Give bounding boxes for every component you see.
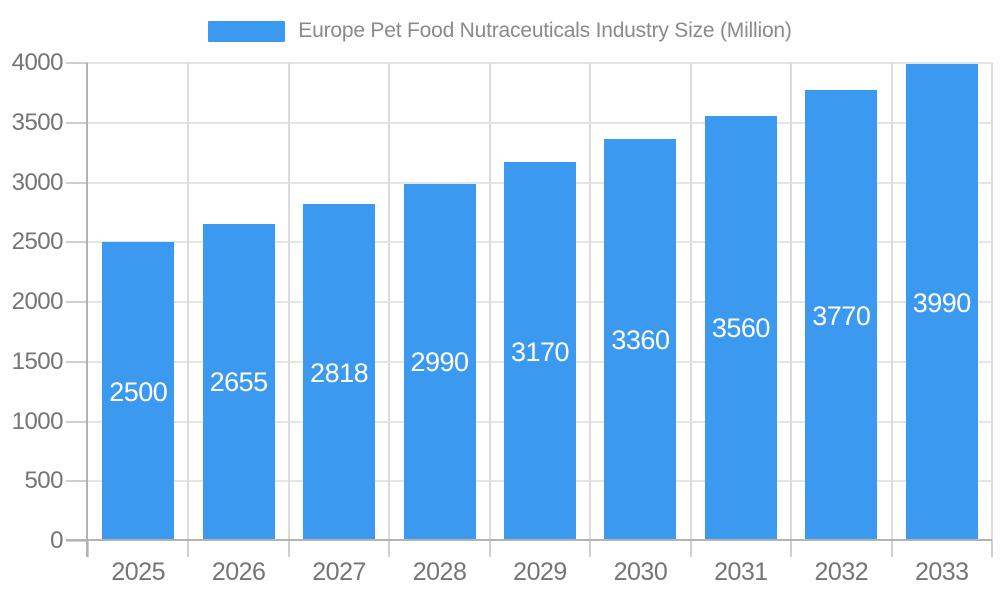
y-axis-tick xyxy=(66,62,88,64)
bar[interactable] xyxy=(504,162,576,541)
x-axis-tick xyxy=(890,541,893,557)
y-axis-tick xyxy=(66,121,88,124)
bar-value-label: 3990 xyxy=(912,287,972,318)
bar[interactable] xyxy=(604,139,677,541)
y-axis-tick-label: 500 xyxy=(24,467,63,495)
y-axis-tick-label: 1500 xyxy=(11,347,64,375)
x-axis-line xyxy=(66,539,992,541)
v-gridline xyxy=(187,63,190,541)
h-gridline xyxy=(88,121,992,124)
bar[interactable] xyxy=(704,115,777,541)
x-axis-category-label: 2026 xyxy=(211,558,266,586)
x-axis-tick xyxy=(388,541,391,557)
v-gridline xyxy=(991,63,993,541)
bar[interactable] xyxy=(805,90,878,541)
v-gridline xyxy=(589,63,592,541)
y-axis-tick xyxy=(66,480,88,483)
y-axis-tick xyxy=(66,420,88,423)
bar[interactable] xyxy=(202,223,275,541)
bar-value-label: 2655 xyxy=(209,367,269,398)
x-axis-category-label: 2031 xyxy=(714,558,768,586)
x-axis-tick xyxy=(689,541,692,557)
x-axis-tick xyxy=(488,541,491,557)
bar-value-label: 3170 xyxy=(510,336,570,367)
h-gridline xyxy=(88,62,992,64)
v-gridline xyxy=(287,63,290,541)
v-gridline xyxy=(790,63,793,541)
y-axis-tick-label: 3500 xyxy=(11,108,64,136)
y-axis-tick xyxy=(66,241,88,244)
y-axis-line xyxy=(86,63,88,557)
x-axis-tick xyxy=(287,541,290,557)
bar-value-label: 2500 xyxy=(109,376,168,407)
bar[interactable] xyxy=(905,64,978,541)
legend-label: Europe Pet Food Nutraceuticals Industry … xyxy=(298,19,792,42)
y-axis-tick-label: 4000 xyxy=(11,49,64,76)
v-gridline xyxy=(689,63,692,541)
bar-value-label: 3770 xyxy=(812,300,871,331)
y-axis-tick-label: 0 xyxy=(50,527,63,554)
plot-area: 0 500 1000 1500 2000 2500 3000 3500 4000 2500 2025… xyxy=(12,51,993,585)
x-axis-category-label: 2032 xyxy=(814,558,869,586)
x-axis-tick xyxy=(589,541,592,557)
x-axis-category-label: 2025 xyxy=(111,558,166,586)
bar[interactable] xyxy=(102,242,175,541)
y-axis-tick-label: 3000 xyxy=(11,168,64,196)
y-axis-tick-label: 2500 xyxy=(11,228,64,256)
x-axis-tick xyxy=(991,541,993,557)
bar-value-label: 3360 xyxy=(611,325,670,356)
y-axis-tick xyxy=(66,181,88,184)
y-axis-tick-label: 1000 xyxy=(11,407,64,435)
bar-value-label: 2990 xyxy=(410,347,470,378)
bar-value-label: 3560 xyxy=(711,313,771,344)
bar[interactable] xyxy=(303,204,376,541)
x-axis-category-label: 2027 xyxy=(312,558,366,586)
v-gridline xyxy=(890,63,893,541)
x-axis-category-label: 2033 xyxy=(914,558,969,586)
bar-value-label: 2818 xyxy=(310,357,369,388)
legend[interactable]: Europe Pet Food Nutraceuticals Industry … xyxy=(0,17,1000,45)
x-axis-tick xyxy=(87,541,89,557)
y-axis-tick xyxy=(66,540,88,542)
legend-swatch xyxy=(208,20,286,42)
y-axis-tick-label: 2000 xyxy=(11,288,64,315)
x-axis-category-label: 2028 xyxy=(412,558,467,586)
x-axis-tick xyxy=(187,541,190,557)
x-axis-tick xyxy=(790,541,793,557)
v-gridline xyxy=(388,63,391,541)
v-gridline xyxy=(488,63,491,541)
y-axis-tick xyxy=(66,301,88,303)
x-axis-category-label: 2030 xyxy=(613,558,668,586)
y-axis-tick xyxy=(66,360,88,363)
x-axis-category-label: 2029 xyxy=(513,558,567,586)
bar[interactable] xyxy=(403,183,476,541)
